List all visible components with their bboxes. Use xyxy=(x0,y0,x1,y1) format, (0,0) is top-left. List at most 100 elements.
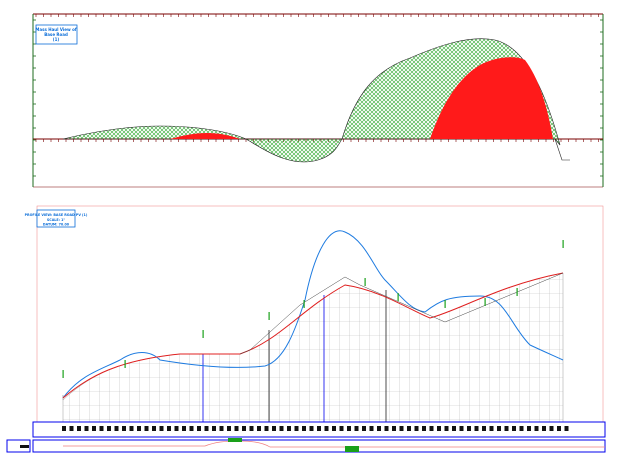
station-label xyxy=(309,426,314,431)
pvi-label xyxy=(562,240,564,248)
band-legend-box xyxy=(6,439,31,453)
curve-label xyxy=(228,438,242,442)
station-label xyxy=(482,426,486,431)
station-label xyxy=(62,426,66,431)
station-label xyxy=(324,426,329,431)
profile-title-3: DATUM: 70.00 xyxy=(43,223,70,227)
station-label xyxy=(407,426,411,431)
overhaul-region-small xyxy=(170,132,240,139)
station-label xyxy=(557,426,561,431)
mass-haul-title-box xyxy=(35,24,78,45)
profile-title-1: PROFILE VIEW: BASE ROAD PV (1) xyxy=(25,213,88,217)
overhaul-region-large xyxy=(430,57,553,140)
station-label xyxy=(159,426,164,431)
station-label xyxy=(549,426,554,431)
station-label xyxy=(452,426,456,431)
pvi-label xyxy=(516,288,518,296)
band-legend-label xyxy=(20,445,29,448)
station-band-labels xyxy=(62,426,569,431)
station-label xyxy=(369,426,374,431)
profile-title-2: SCALE: 1" xyxy=(47,218,65,222)
station-label xyxy=(219,426,224,431)
pvi-label xyxy=(364,278,366,286)
station-label xyxy=(534,426,539,431)
station-label xyxy=(444,426,449,431)
station-label xyxy=(339,426,344,431)
data-bands xyxy=(6,421,606,453)
station-label xyxy=(317,426,321,431)
station-label xyxy=(212,426,216,431)
station-label xyxy=(384,426,389,431)
station-label xyxy=(422,426,426,431)
station-label xyxy=(302,426,306,431)
mass-haul-title-3: (1) xyxy=(53,37,60,42)
pvi-label xyxy=(268,312,270,320)
station-band xyxy=(32,421,606,438)
station-label xyxy=(227,426,231,431)
station-label xyxy=(279,426,284,431)
station-label xyxy=(99,426,104,431)
alignment-curve xyxy=(63,440,605,448)
station-label xyxy=(69,426,74,431)
station-label xyxy=(189,426,194,431)
station-label xyxy=(272,426,276,431)
station-label xyxy=(527,426,531,431)
station-label xyxy=(152,426,156,431)
pvi-label xyxy=(484,298,486,306)
station-label xyxy=(429,426,434,431)
pvi-label xyxy=(62,370,64,378)
station-label xyxy=(294,426,299,431)
station-label xyxy=(354,426,359,431)
station-label xyxy=(174,426,179,431)
station-label xyxy=(459,426,464,431)
pvi-label xyxy=(303,300,305,308)
station-label xyxy=(167,426,171,431)
station-label xyxy=(84,426,89,431)
station-label xyxy=(264,426,269,431)
station-label xyxy=(107,426,111,431)
station-label xyxy=(249,426,254,431)
pvi-label xyxy=(202,330,204,338)
station-label xyxy=(399,426,404,431)
pvi-label xyxy=(124,360,126,368)
station-label xyxy=(512,426,516,431)
horizontal-geometry-band xyxy=(32,439,606,453)
station-label xyxy=(182,426,186,431)
station-label xyxy=(234,426,239,431)
station-label xyxy=(347,426,351,431)
pvi-label xyxy=(397,293,399,301)
station-label xyxy=(414,426,419,431)
station-label xyxy=(504,426,509,431)
station-label xyxy=(489,426,494,431)
station-label xyxy=(122,426,126,431)
station-label xyxy=(129,426,134,431)
station-lines xyxy=(202,290,387,422)
mass-haul-title-1: Mass Haul View of xyxy=(35,27,76,32)
station-label xyxy=(242,426,246,431)
station-label xyxy=(519,426,524,431)
mass-haul-title-2: Base Road xyxy=(44,32,68,37)
pvi-label xyxy=(444,300,446,308)
station-label xyxy=(137,426,141,431)
curve-label xyxy=(345,446,359,452)
station-label xyxy=(474,426,479,431)
station-label xyxy=(392,426,396,431)
station-label xyxy=(467,426,471,431)
station-label xyxy=(287,426,291,431)
station-label xyxy=(377,426,381,431)
station-label xyxy=(204,426,209,431)
station-label xyxy=(362,426,366,431)
alt-profile-line xyxy=(239,272,564,355)
station-label xyxy=(77,426,81,431)
design-profile-line xyxy=(62,272,564,399)
mass-haul-tail xyxy=(554,138,570,161)
station-label xyxy=(257,426,261,431)
station-label xyxy=(564,426,569,431)
profile-labels xyxy=(62,240,564,378)
station-label xyxy=(92,426,96,431)
station-label xyxy=(144,426,149,431)
profile-view: PROFILE VIEW: BASE ROAD PV (1) SCALE: 1"… xyxy=(25,205,604,423)
station-label xyxy=(197,426,201,431)
station-label xyxy=(497,426,501,431)
